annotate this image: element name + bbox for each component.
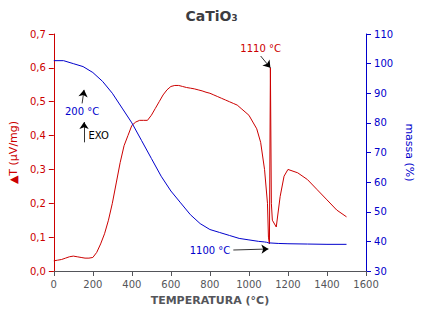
svg-text:70: 70 <box>374 147 387 158</box>
svg-text:1100 °C: 1100 °C <box>190 245 231 256</box>
svg-text:1000: 1000 <box>236 279 261 290</box>
svg-text:0,3: 0,3 <box>30 164 46 175</box>
svg-text:0,5: 0,5 <box>30 96 46 107</box>
svg-text:TEMPERATURA (°C): TEMPERATURA (°C) <box>151 294 270 307</box>
svg-text:200: 200 <box>83 279 102 290</box>
svg-text:40: 40 <box>374 236 387 247</box>
svg-text:0,4: 0,4 <box>30 130 46 141</box>
svg-text:0,0: 0,0 <box>30 266 46 277</box>
svg-text:80: 80 <box>374 117 387 128</box>
svg-text:30: 30 <box>374 266 387 277</box>
svg-text:0: 0 <box>51 279 57 290</box>
svg-text:600: 600 <box>161 279 180 290</box>
svg-text:100: 100 <box>374 58 393 69</box>
svg-text:0,1: 0,1 <box>30 232 46 243</box>
svg-text:1600: 1600 <box>353 279 378 290</box>
svg-text:0,2: 0,2 <box>30 198 46 209</box>
svg-text:0,7: 0,7 <box>30 29 46 40</box>
svg-text:1110 °C: 1110 °C <box>240 43 281 54</box>
svg-text:60: 60 <box>374 177 387 188</box>
svg-text:1200: 1200 <box>275 279 300 290</box>
svg-text:1400: 1400 <box>314 279 339 290</box>
svg-text:50: 50 <box>374 206 387 217</box>
svg-text:200 °C: 200 °C <box>65 106 99 117</box>
svg-text:CaTiO₃: CaTiO₃ <box>185 8 237 24</box>
svg-text:110: 110 <box>374 29 393 40</box>
svg-text:EXO: EXO <box>88 130 109 141</box>
svg-text:400: 400 <box>122 279 141 290</box>
svg-text:800: 800 <box>200 279 219 290</box>
svg-text:massa (%): massa (%) <box>403 123 416 181</box>
svg-text:▲T (μV/mg): ▲T (μV/mg) <box>7 121 20 184</box>
svg-text:0,6: 0,6 <box>30 62 46 73</box>
svg-text:90: 90 <box>374 88 387 99</box>
